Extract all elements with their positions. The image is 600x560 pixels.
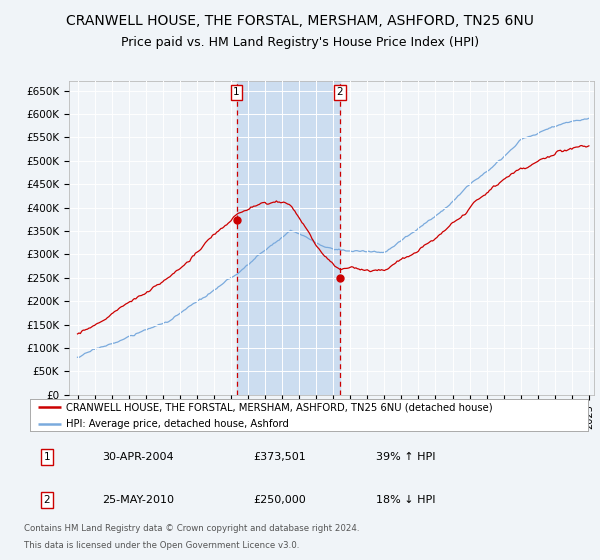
Text: 1: 1 (43, 452, 50, 462)
Text: 1: 1 (233, 87, 240, 97)
Text: 18% ↓ HPI: 18% ↓ HPI (376, 495, 436, 505)
Text: CRANWELL HOUSE, THE FORSTAL, MERSHAM, ASHFORD, TN25 6NU: CRANWELL HOUSE, THE FORSTAL, MERSHAM, AS… (66, 14, 534, 28)
Text: 30-APR-2004: 30-APR-2004 (103, 452, 174, 462)
Text: 2: 2 (337, 87, 343, 97)
Text: £250,000: £250,000 (253, 495, 306, 505)
Text: Price paid vs. HM Land Registry's House Price Index (HPI): Price paid vs. HM Land Registry's House … (121, 36, 479, 49)
Text: 25-MAY-2010: 25-MAY-2010 (103, 495, 175, 505)
Text: HPI: Average price, detached house, Ashford: HPI: Average price, detached house, Ashf… (66, 419, 289, 429)
Text: £373,501: £373,501 (253, 452, 306, 462)
Text: This data is licensed under the Open Government Licence v3.0.: This data is licensed under the Open Gov… (24, 541, 299, 550)
Text: 39% ↑ HPI: 39% ↑ HPI (376, 452, 436, 462)
Bar (236, 81, 340, 395)
Text: CRANWELL HOUSE, THE FORSTAL, MERSHAM, ASHFORD, TN25 6NU (detached house): CRANWELL HOUSE, THE FORSTAL, MERSHAM, AS… (66, 403, 493, 413)
Text: Contains HM Land Registry data © Crown copyright and database right 2024.: Contains HM Land Registry data © Crown c… (24, 524, 359, 533)
Text: 2: 2 (43, 495, 50, 505)
